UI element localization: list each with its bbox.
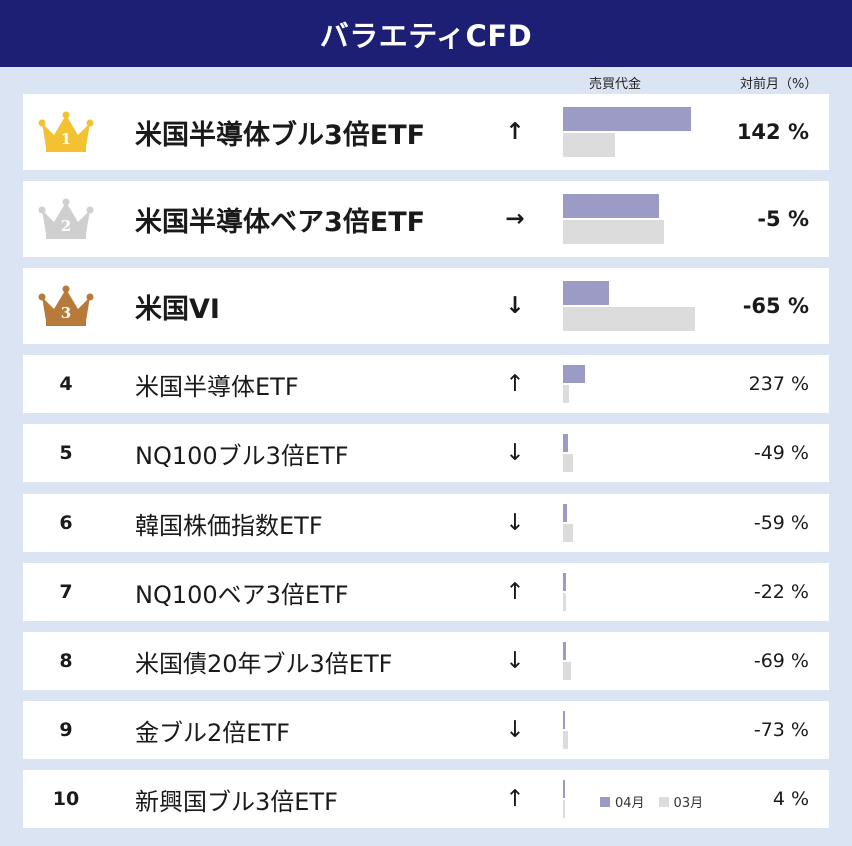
mom-percent: -49 % [753, 442, 809, 464]
ranking-row: 7 NQ100ベア3倍ETF ↑ -22 % [23, 563, 829, 621]
rank-number: 10 [52, 788, 80, 810]
mom-percent: -69 % [753, 650, 809, 672]
mom-percent: -73 % [753, 719, 809, 741]
bronze-crown-icon: 3 [38, 285, 94, 326]
mom-percent: -59 % [753, 512, 809, 534]
gold-crown-icon: 1 [38, 111, 94, 152]
ranking-row: 10 新興国ブル3倍ETF ↑ 4 % [23, 770, 829, 828]
bar-04 [563, 107, 691, 131]
bar-03 [563, 133, 616, 157]
legend-previous-label: 03月 [673, 796, 704, 811]
product-name: 米国半導体ブル3倍ETF [135, 119, 426, 151]
rank-number: 5 [59, 442, 73, 464]
product-name: 新興国ブル3倍ETF [135, 787, 338, 816]
arrow-down-icon: ↓ [505, 440, 525, 466]
arrow-down-icon: ↓ [505, 648, 525, 674]
bar-03 [563, 800, 565, 818]
bar-04 [563, 642, 566, 660]
rank-number: 7 [59, 581, 73, 603]
arrow-up-icon: ↑ [505, 119, 525, 145]
legend-previous-swatch [658, 796, 669, 807]
rank-number: 9 [59, 719, 73, 741]
arrow-right-icon: → [505, 206, 525, 232]
page-title: バラエティCFD [0, 0, 852, 67]
bar-03 [563, 385, 570, 403]
product-name: 米国VI [135, 293, 220, 325]
bar-04 [563, 573, 566, 591]
product-name: 米国債20年ブル3倍ETF [135, 649, 393, 678]
mom-percent: -5 % [757, 207, 809, 231]
bar-04 [563, 780, 565, 798]
rank-number: 4 [59, 373, 73, 395]
bar-03 [563, 454, 574, 472]
rank-number: 8 [59, 650, 73, 672]
rank-number: 6 [59, 512, 73, 534]
bar-04 [563, 365, 585, 383]
bar-04 [563, 194, 659, 218]
crown-icon: 3 [23, 268, 109, 344]
bar-04 [563, 711, 565, 729]
mom-percent: -65 % [742, 294, 809, 318]
bar-03 [563, 307, 695, 331]
arrow-up-icon: ↑ [505, 786, 525, 812]
mom-percent: 142 % [736, 120, 809, 144]
crown-rank-number: 3 [61, 304, 71, 322]
mom-percent: 237 % [748, 373, 809, 395]
arrow-down-icon: ↓ [505, 293, 525, 319]
bar-04 [563, 281, 610, 305]
product-name: 米国半導体ベア3倍ETF [135, 206, 426, 238]
legend-current-label: 04月 [615, 796, 645, 811]
ranking-row: 5 NQ100ブル3倍ETF ↓ -49 % [23, 424, 829, 482]
bar-04 [563, 434, 569, 452]
ranking-row: 2 米国半導体ベア3倍ETF → -5 % [23, 181, 829, 257]
arrow-down-icon: ↓ [505, 510, 525, 536]
crown-rank-number: 1 [61, 130, 71, 148]
mom-percent: 4 % [772, 788, 809, 810]
ranking-row: 6 韓国株価指数ETF ↓ -59 % [23, 494, 829, 552]
product-name: 金ブル2倍ETF [135, 718, 290, 747]
trade-value-column-header: 売買代金 [589, 77, 642, 92]
arrow-up-icon: ↑ [505, 579, 525, 605]
ranking-row: 3 米国VI ↓ -65 % [23, 268, 829, 344]
ranking-row: 9 金ブル2倍ETF ↓ -73 % [23, 701, 829, 759]
product-name: 韓国株価指数ETF [135, 511, 323, 540]
chart-legend: 04月 03月 [600, 792, 703, 811]
bar-04 [563, 504, 567, 522]
legend-current-swatch [600, 796, 610, 807]
bar-03 [563, 593, 566, 611]
crown-icon: 1 [23, 94, 109, 170]
product-name: NQ100ブル3倍ETF [135, 441, 349, 470]
arrow-down-icon: ↓ [505, 717, 525, 743]
mom-percent: -22 % [753, 581, 809, 603]
ranking-row: 4 米国半導体ETF ↑ 237 % [23, 355, 829, 413]
arrow-up-icon: ↑ [505, 371, 525, 397]
bar-03 [563, 731, 569, 749]
ranking-row: 8 米国債20年ブル3倍ETF ↓ -69 % [23, 632, 829, 690]
bar-03 [563, 662, 571, 680]
silver-crown-icon: 2 [38, 198, 94, 239]
crown-rank-number: 2 [61, 217, 71, 235]
product-name: 米国半導体ETF [135, 372, 299, 401]
crown-icon: 2 [23, 181, 109, 257]
ranking-row: 1 米国半導体ブル3倍ETF ↑ 142 % [23, 94, 829, 170]
bar-03 [563, 524, 574, 542]
bar-03 [563, 220, 665, 244]
product-name: NQ100ベア3倍ETF [135, 580, 349, 609]
mom-column-header: 対前月（%） [740, 77, 818, 92]
